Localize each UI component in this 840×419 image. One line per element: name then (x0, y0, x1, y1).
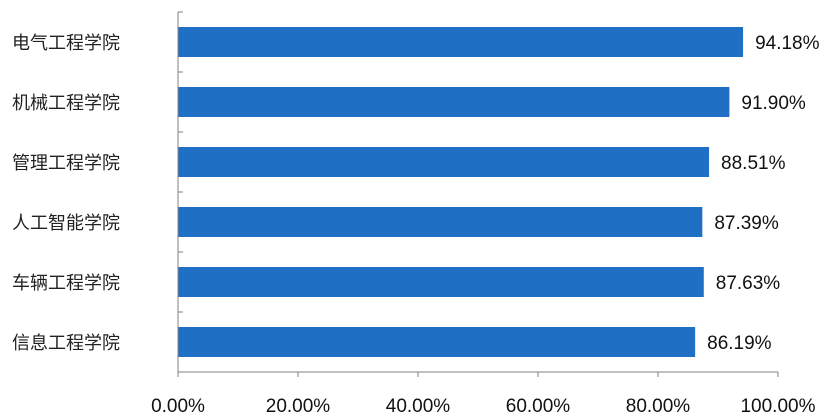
category-label: 车辆工程学院 (12, 273, 120, 294)
value-label: 87.39% (714, 213, 779, 234)
bar-3 (178, 147, 710, 177)
plot-area: 0.00% 20.00% 40.00% 60.00% 80.00% 100.00% 电气工程… (12, 11, 820, 417)
bar-5 (178, 267, 704, 297)
x-tick-label: 100.00% (740, 396, 815, 417)
bar-1 (178, 27, 744, 57)
bar-2 (178, 87, 730, 117)
category-label: 信息工程学院 (12, 333, 120, 354)
category-label: 人工智能学院 (12, 213, 120, 234)
value-label: 94.18% (755, 33, 820, 54)
category-label: 电气工程学院 (12, 33, 120, 54)
x-tick-label: 20.00% (266, 396, 331, 417)
bar-4 (178, 207, 703, 237)
x-tick-label: 40.00% (386, 396, 451, 417)
bar-6 (178, 327, 696, 357)
value-label: 86.19% (707, 333, 772, 354)
category-label: 管理工程学院 (12, 153, 120, 174)
value-label: 87.63% (716, 273, 781, 294)
x-tick-label: 80.00% (626, 396, 691, 417)
x-tick-label: 0.00% (151, 396, 205, 417)
value-label: 91.90% (741, 93, 806, 114)
value-label: 88.51% (721, 153, 786, 174)
x-tick-label: 60.00% (506, 396, 571, 417)
category-label: 机械工程学院 (12, 93, 120, 114)
